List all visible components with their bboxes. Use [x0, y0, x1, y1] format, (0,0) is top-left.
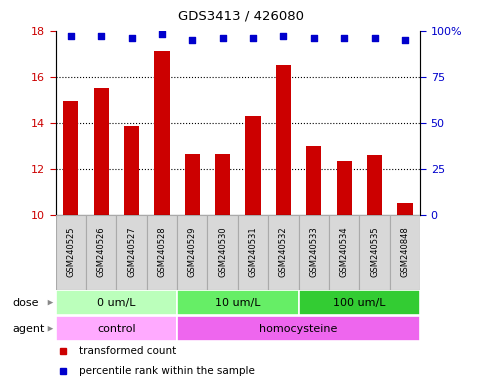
Bar	[298, 290, 420, 315]
Bar	[63, 101, 78, 215]
Bar	[268, 215, 298, 290]
Point	[158, 31, 166, 38]
Bar	[154, 51, 170, 215]
Text: transformed count: transformed count	[79, 346, 176, 356]
Bar	[124, 126, 139, 215]
Bar	[215, 154, 230, 215]
Bar	[398, 203, 412, 215]
Text: GSM240531: GSM240531	[249, 227, 257, 277]
Bar	[185, 154, 200, 215]
Point	[188, 37, 196, 43]
Text: GDS3413 / 426080: GDS3413 / 426080	[179, 10, 304, 23]
Point	[371, 35, 379, 41]
Bar	[147, 215, 177, 290]
Point	[310, 35, 318, 41]
Text: dose: dose	[12, 298, 39, 308]
Point	[97, 33, 105, 39]
Text: percentile rank within the sample: percentile rank within the sample	[79, 366, 255, 376]
Text: GSM240533: GSM240533	[309, 227, 318, 278]
Point	[128, 35, 135, 41]
Bar	[56, 316, 177, 341]
Bar	[116, 215, 147, 290]
Text: GSM240848: GSM240848	[400, 227, 410, 278]
Text: control: control	[97, 324, 136, 334]
Text: 100 um/L: 100 um/L	[333, 298, 386, 308]
Text: GSM240532: GSM240532	[279, 227, 288, 277]
Bar	[177, 215, 208, 290]
Bar	[337, 161, 352, 215]
Bar	[177, 316, 420, 341]
Bar	[56, 215, 86, 290]
Text: GSM240525: GSM240525	[66, 227, 75, 277]
Text: GSM240530: GSM240530	[218, 227, 227, 277]
Text: 10 um/L: 10 um/L	[215, 298, 261, 308]
Bar	[390, 215, 420, 290]
Bar	[329, 215, 359, 290]
Point	[280, 33, 287, 39]
Text: GSM240526: GSM240526	[97, 227, 106, 277]
Bar	[245, 116, 261, 215]
Bar	[238, 215, 268, 290]
Text: agent: agent	[12, 324, 44, 334]
Text: 0 um/L: 0 um/L	[97, 298, 136, 308]
Bar	[367, 155, 382, 215]
Point	[249, 35, 257, 41]
Point	[219, 35, 227, 41]
Bar	[208, 215, 238, 290]
Text: GSM240535: GSM240535	[370, 227, 379, 277]
Point	[341, 35, 348, 41]
Bar	[94, 88, 109, 215]
Text: GSM240527: GSM240527	[127, 227, 136, 277]
Bar	[306, 146, 322, 215]
Text: homocysteine: homocysteine	[259, 324, 338, 334]
Text: GSM240529: GSM240529	[188, 227, 197, 277]
Point	[67, 33, 74, 39]
Bar	[276, 65, 291, 215]
Bar	[56, 290, 177, 315]
Bar	[86, 215, 116, 290]
Bar	[177, 290, 298, 315]
Point	[401, 37, 409, 43]
Text: GSM240528: GSM240528	[157, 227, 167, 277]
Text: GSM240534: GSM240534	[340, 227, 349, 277]
Bar	[298, 215, 329, 290]
Bar	[359, 215, 390, 290]
